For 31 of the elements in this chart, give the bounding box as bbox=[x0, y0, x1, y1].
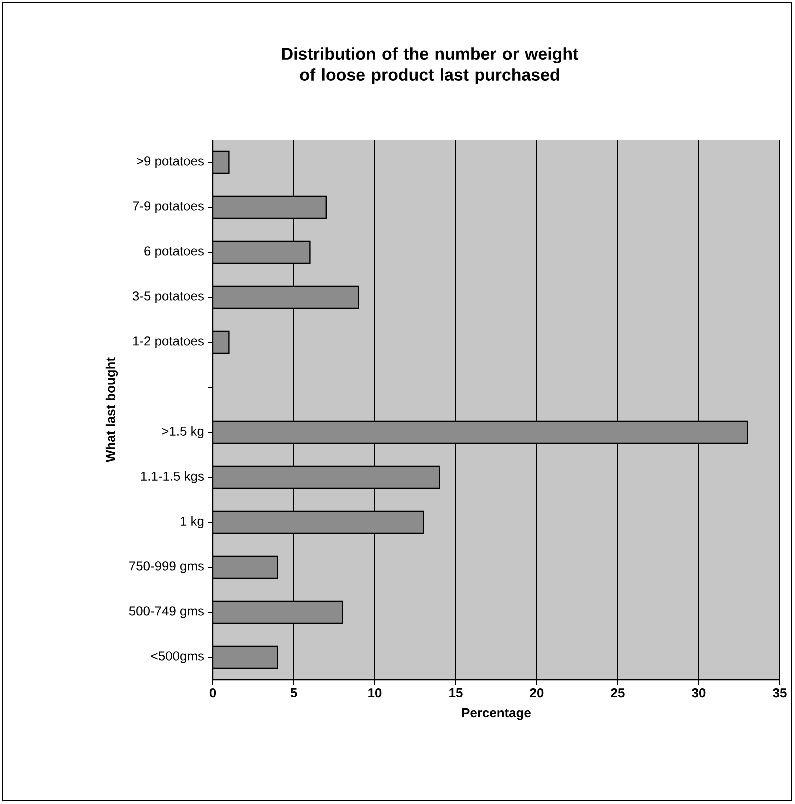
y-axis-title: What last bought bbox=[106, 358, 118, 462]
y-tick-label: 3-5 potatoes bbox=[132, 292, 204, 304]
bar bbox=[213, 600, 344, 624]
y-tick-label: 750-999 gms bbox=[130, 562, 204, 574]
y-tick-label: 6 potatoes bbox=[144, 246, 204, 258]
y-tick-label: 500-749 gms bbox=[129, 606, 204, 618]
bar bbox=[213, 466, 440, 490]
bar bbox=[213, 556, 278, 580]
x-tick-label: 5 bbox=[290, 688, 298, 698]
bar bbox=[213, 510, 424, 534]
bar bbox=[213, 420, 748, 444]
x-tick-label: 20 bbox=[530, 688, 544, 698]
y-tick-label: 1.1-1.5 kgs bbox=[141, 471, 204, 484]
x-tick-label: 25 bbox=[611, 688, 625, 698]
x-tick-label: 15 bbox=[450, 688, 463, 698]
x-tick-label: 35 bbox=[773, 688, 787, 698]
y-tick-label: >9 potatoes bbox=[137, 156, 204, 168]
y-tick-label: 7-9 potatoes bbox=[133, 202, 204, 214]
x-tick-label: 10 bbox=[368, 688, 382, 698]
bar bbox=[213, 240, 311, 264]
y-tick-label: 1 kg bbox=[180, 516, 204, 529]
bar bbox=[213, 196, 327, 220]
bar bbox=[213, 646, 278, 670]
x-axis-title: Percentage bbox=[462, 708, 531, 720]
bar bbox=[213, 286, 360, 310]
y-tick-label: 1-2 potatoes bbox=[133, 336, 204, 348]
x-tick-label: 0 bbox=[210, 688, 216, 698]
y-tick-label: <500gms bbox=[151, 652, 204, 664]
chart-title: Distribution of the number or weight of loose product last purchased bbox=[282, 48, 578, 84]
y-tick-label: >1.5 kg bbox=[162, 426, 204, 439]
x-tick-label: 30 bbox=[692, 688, 706, 698]
